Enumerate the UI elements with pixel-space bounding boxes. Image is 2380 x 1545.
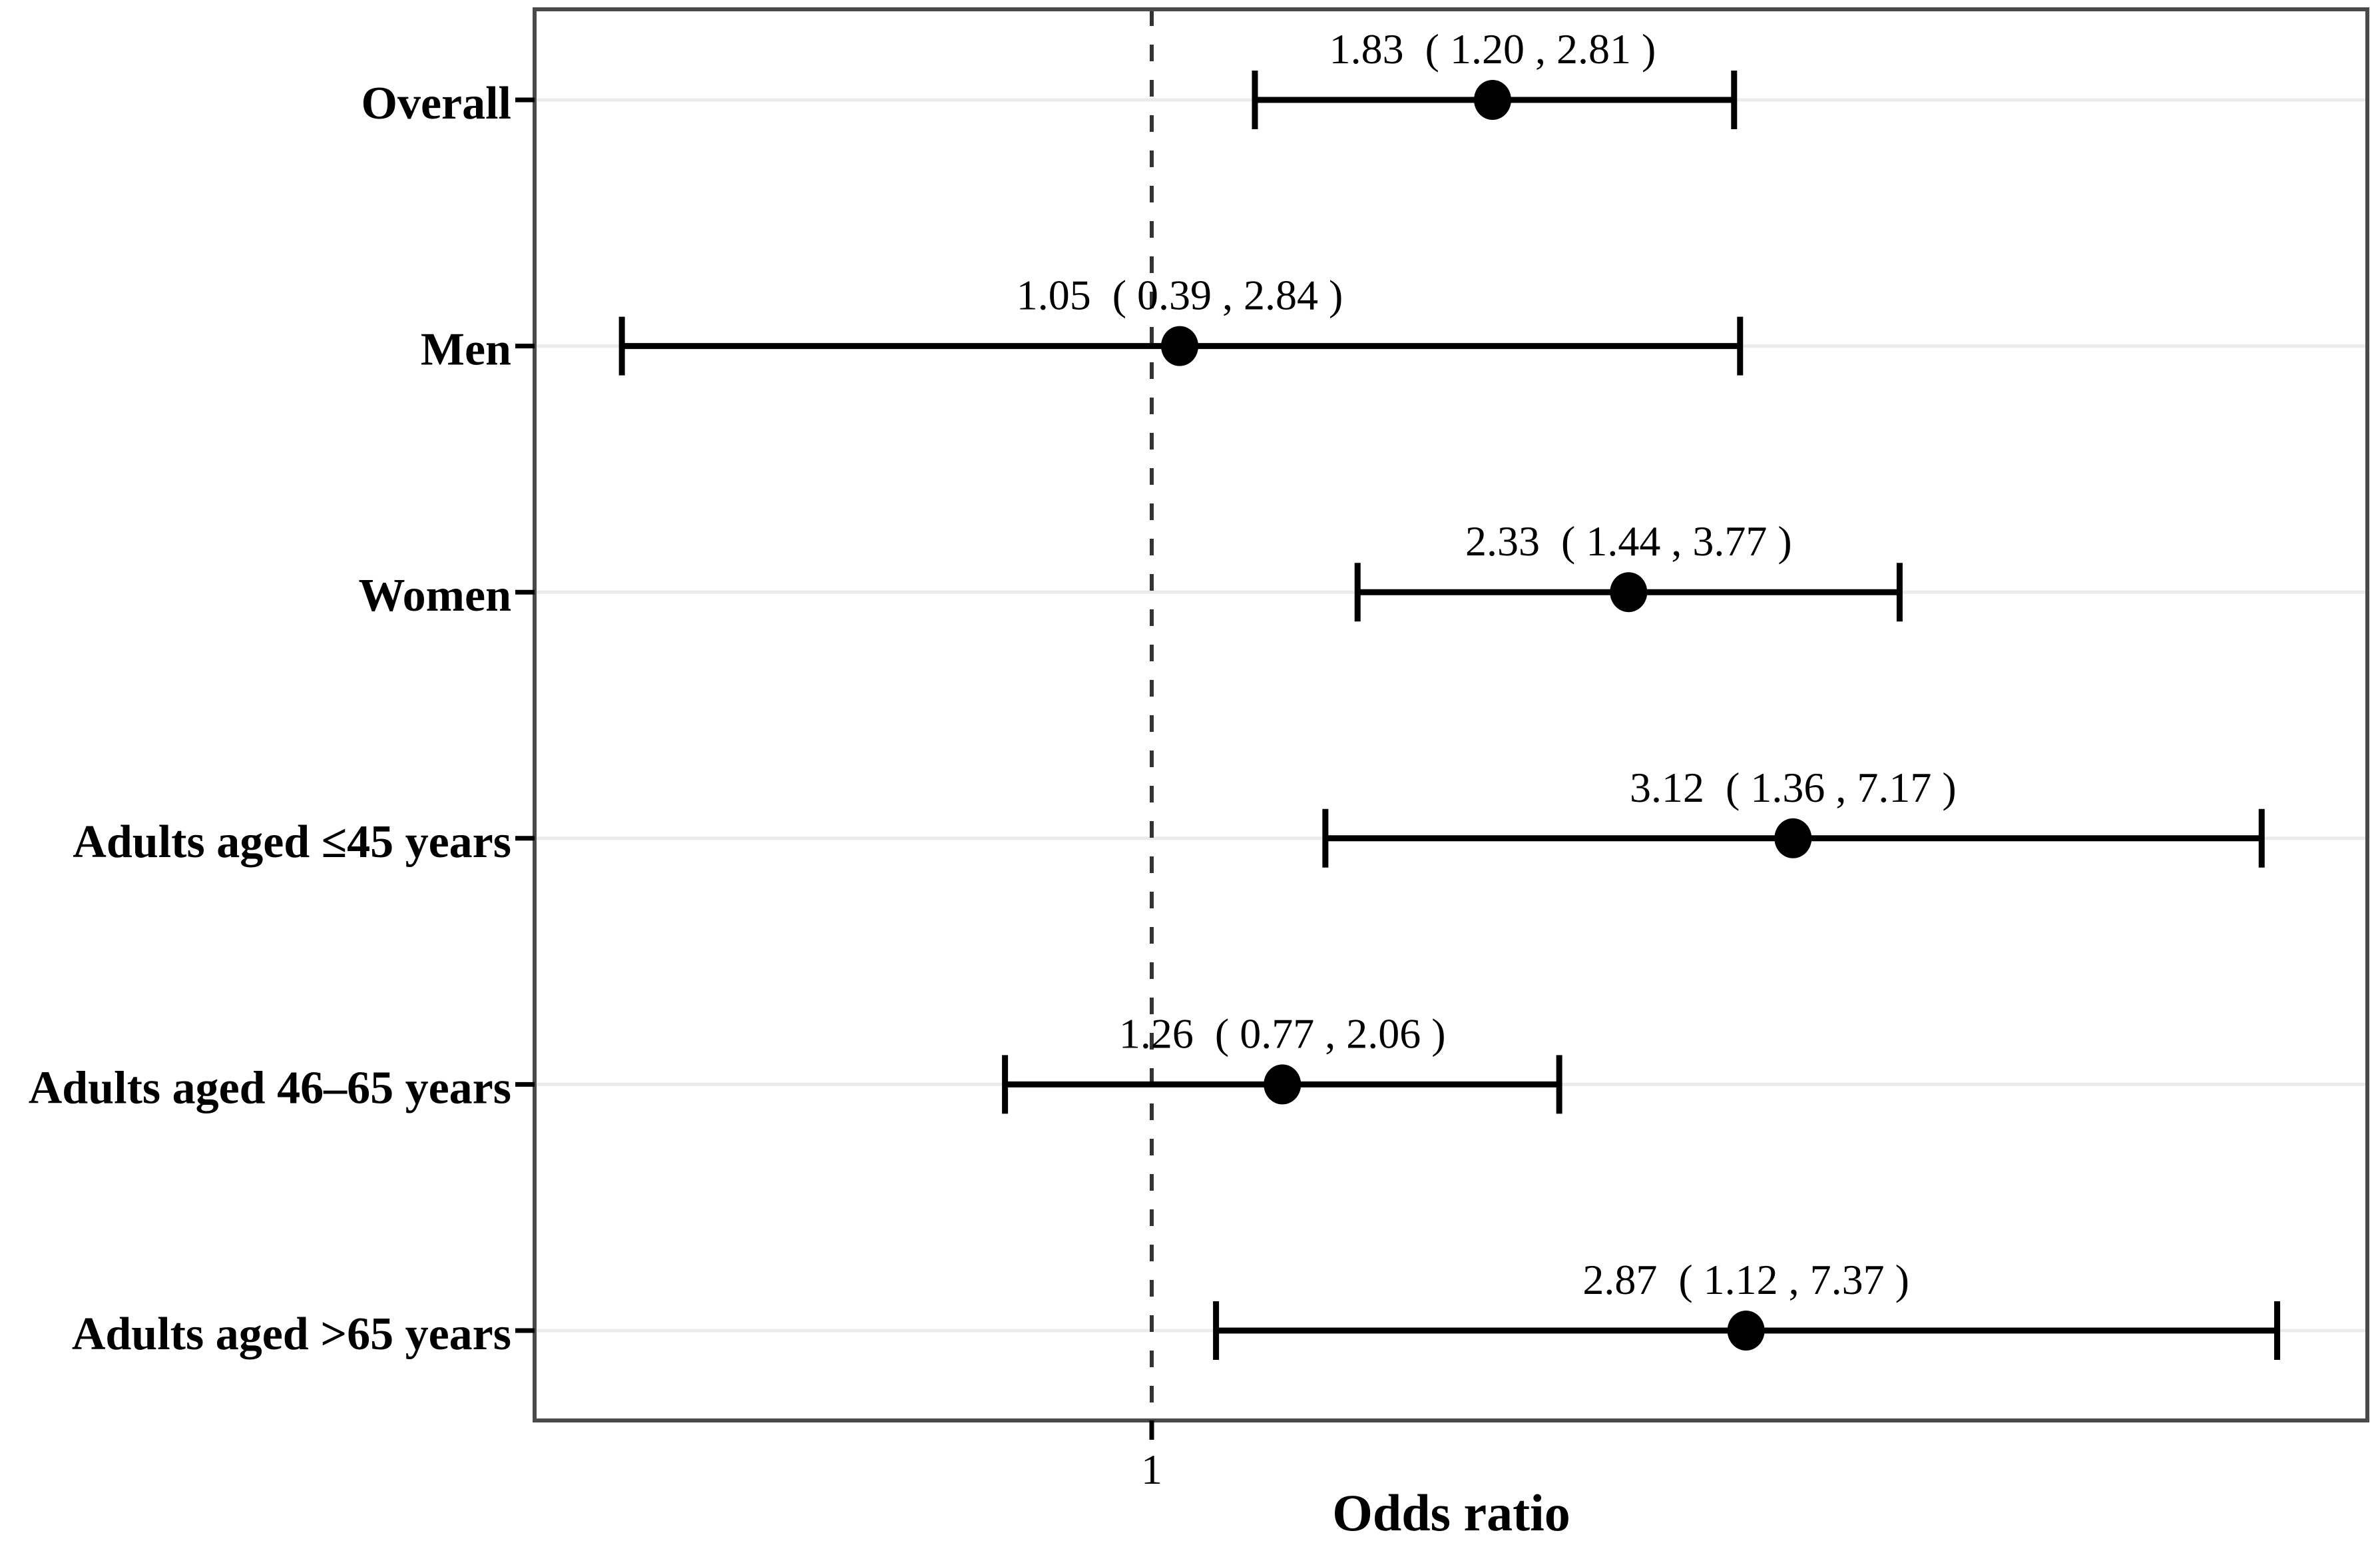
forest-row: 2.33 ( 1.44 , 3.77 ): [1354, 517, 1903, 622]
or-point: [1610, 572, 1648, 613]
category-label: Overall: [361, 78, 511, 129]
ci-annotation: 1.26 ( 0.77 , 2.06 ): [1119, 1010, 1446, 1057]
category-label: Women: [359, 570, 511, 621]
or-point: [1727, 1311, 1765, 1351]
forest-rows-layer: 1.83 ( 1.20 , 2.81 ) 1.05 ( 0.39 , 2.84 )…: [618, 25, 2281, 1360]
ci-annotation: 3.12 ( 1.36 , 7.17 ): [1630, 764, 1957, 811]
ci-annotation: 2.33 ( 1.44 , 3.77 ): [1465, 517, 1792, 565]
or-point: [1161, 326, 1199, 366]
category-label: Men: [421, 324, 511, 376]
or-point: [1774, 818, 1812, 858]
x-tick-label: 1: [1141, 1446, 1162, 1493]
forest-row: 1.05 ( 0.39 , 2.84 ): [618, 272, 1744, 376]
ci-annotation: 2.87 ( 1.12 , 7.37 ): [1582, 1256, 1909, 1303]
ci-annotation: 1.83 ( 1.20 , 2.81 ): [1329, 25, 1656, 73]
category-label: Adults aged ≤45 years: [73, 816, 511, 868]
or-point: [1473, 80, 1511, 120]
gridline-layer: [535, 98, 2367, 1333]
category-label: Adults aged >65 years: [72, 1309, 511, 1360]
x-axis-title: Odds ratio: [1332, 1484, 1570, 1542]
forest-row: 1.26 ( 0.77 , 2.06 ): [1002, 1010, 1562, 1114]
panel-border: [533, 7, 2369, 1422]
forest-row: 1.83 ( 1.20 , 2.81 ): [1252, 25, 1738, 129]
category-label: Adults aged 46–65 years: [29, 1062, 511, 1113]
y-axis-ticks-layer: Overall Men Women Adults aged ≤45 years Adul…: [29, 78, 535, 1360]
forest-row: 2.87 ( 1.12 , 7.37 ): [1213, 1256, 2281, 1360]
or-point: [1264, 1064, 1302, 1105]
ci-annotation: 1.05 ( 0.39 , 2.84 ): [1017, 272, 1343, 319]
forest-row: 3.12 ( 1.36 , 7.17 ): [1322, 764, 2265, 868]
